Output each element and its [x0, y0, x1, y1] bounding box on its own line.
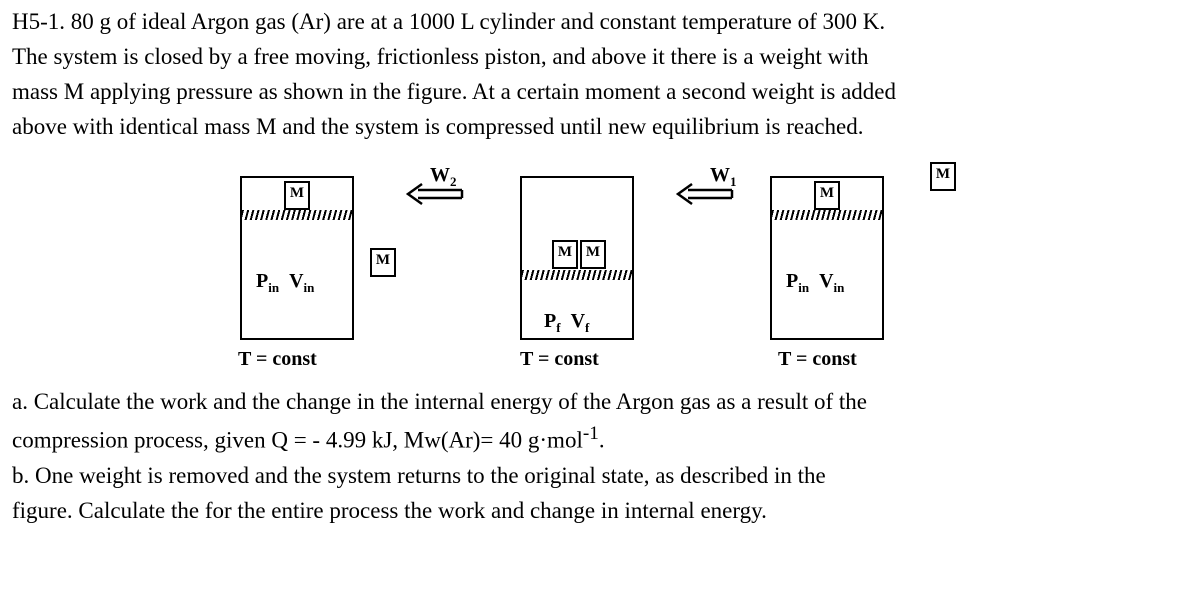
- arrow-left-icon-2: [674, 182, 734, 206]
- caption-1: T = const: [238, 346, 317, 373]
- question-b-line-2: figure. Calculate the for the entire pro…: [12, 495, 1188, 526]
- panel-3: M Pin Vin M T = const: [750, 156, 990, 376]
- problem-line-2: The system is closed by a free moving, f…: [12, 41, 1188, 72]
- problem-line-1: H5-1. 80 g of ideal Argon gas (Ar) are a…: [12, 6, 1188, 37]
- figure: M Pin Vin M T = const W2: [12, 156, 1188, 376]
- state-label-1: Pin Vin: [256, 268, 314, 297]
- question-a-line-2: compression process, given Q = - 4.99 kJ…: [12, 421, 1188, 456]
- extra-weight-3: M: [930, 162, 956, 191]
- arrow-w2-panel: W2: [410, 156, 480, 376]
- arrow-left-icon: [404, 182, 464, 206]
- piston-hatch-2: [522, 270, 632, 280]
- extra-weight-1: M: [370, 248, 396, 277]
- cylinder-1: M Pin Vin: [240, 176, 354, 340]
- weight-on-piston-2l: M: [552, 240, 578, 269]
- cylinder-2: M M Pf Vf: [520, 176, 634, 340]
- arrow-w1-panel: W1: [680, 156, 750, 376]
- state-label-3: Pin Vin: [786, 268, 844, 297]
- question-a-line-2-text: compression process, given Q = - 4.99 kJ…: [12, 428, 583, 453]
- weight-on-piston-2r: M: [580, 240, 606, 269]
- period: .: [599, 428, 605, 453]
- caption-2: T = const: [520, 346, 599, 373]
- state-label-2: Pf Vf: [544, 308, 589, 337]
- panel-1: M Pin Vin M T = const: [210, 156, 410, 376]
- piston-hatch-1: [242, 210, 352, 220]
- weight-on-piston-3: M: [814, 181, 840, 210]
- panel-2: M M Pf Vf T = const: [480, 156, 680, 376]
- cylinder-3: M Pin Vin: [770, 176, 884, 340]
- exponent: -1: [583, 423, 599, 444]
- problem-line-3: mass M applying pressure as shown in the…: [12, 76, 1188, 107]
- question-b-line-1: b. One weight is removed and the system …: [12, 460, 1188, 491]
- question-a-line-1: a. Calculate the work and the change in …: [12, 386, 1188, 417]
- problem-line-4: above with identical mass M and the syst…: [12, 111, 1188, 142]
- piston-hatch-3: [772, 210, 882, 220]
- caption-3: T = const: [778, 346, 857, 373]
- weight-on-piston-1: M: [284, 181, 310, 210]
